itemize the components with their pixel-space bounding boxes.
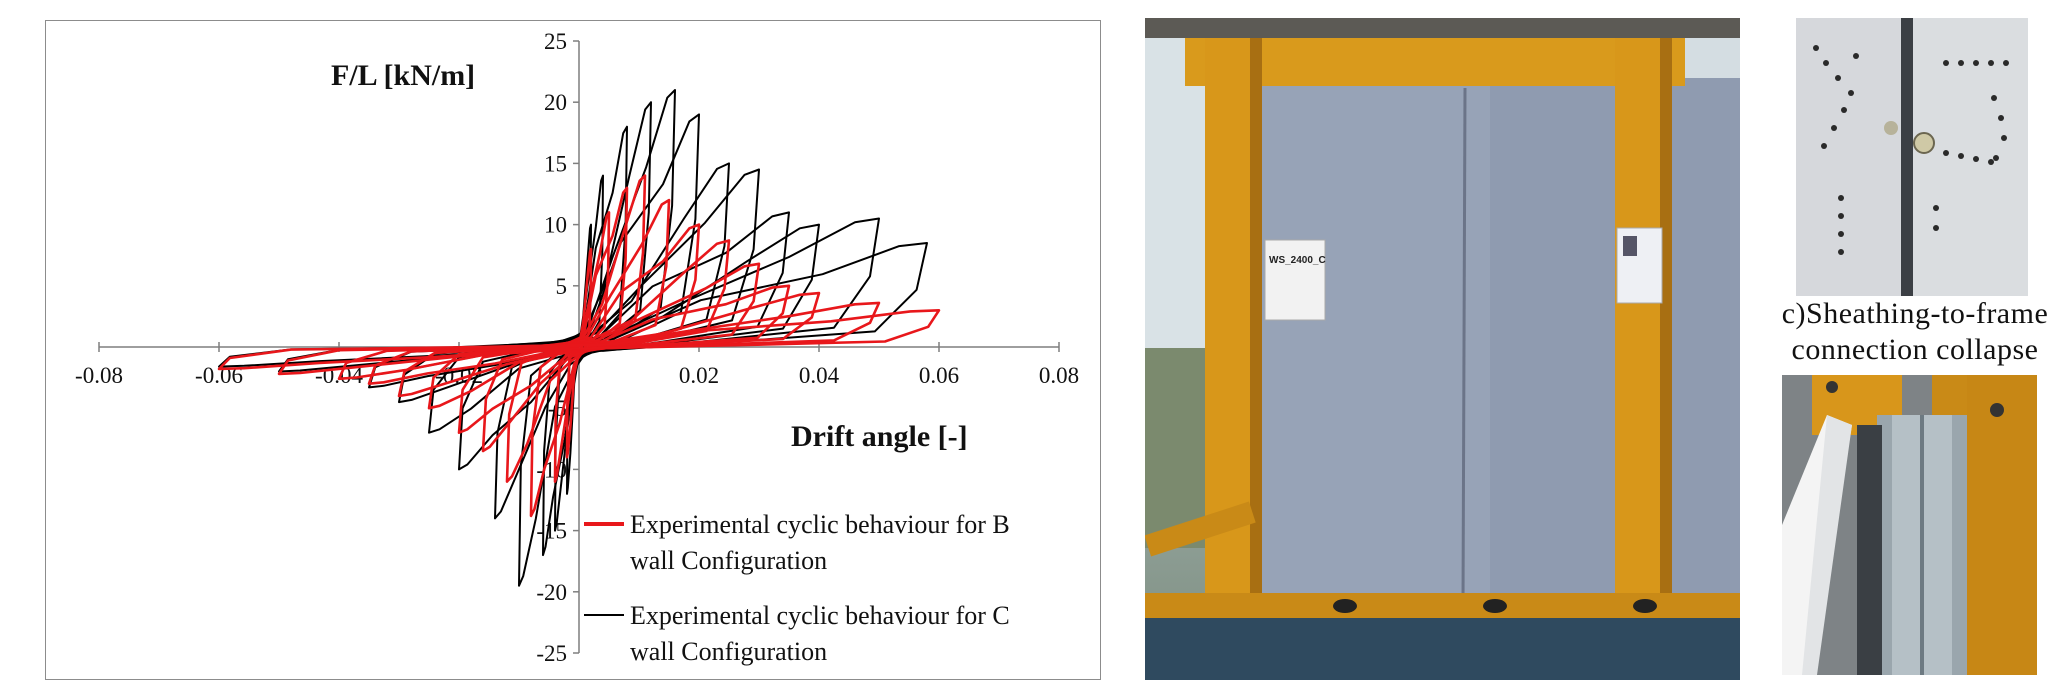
legend-label-b-line1: Experimental cyclic behaviour for B — [630, 510, 1010, 539]
y-tick-label: 10 — [544, 213, 567, 238]
legend-label-c-line1: Experimental cyclic behaviour for C — [630, 601, 1010, 630]
y-tick-label: 20 — [544, 90, 567, 115]
y-axis-title: F/L [kN/m] — [331, 59, 475, 92]
y-tick-label: 25 — [544, 29, 567, 54]
frame-damage-photo — [1782, 375, 2037, 675]
caption-line-2: connection collapse — [1791, 333, 2039, 366]
series-c-loop — [458, 113, 700, 471]
y-tick-label: -20 — [536, 580, 567, 605]
connection-closeup-illustration — [1796, 18, 2028, 296]
hysteresis-chart: -0.08 -0.06 -0.04 -0.02 0.02 0.04 0.06 0.08 25 20… — [45, 20, 1101, 680]
x-tick-label: 0.06 — [919, 363, 959, 388]
x-tick-label: -0.08 — [75, 363, 123, 388]
caption-connection-collapse: c)Sheathing-to-frame connection collapse — [1760, 296, 2070, 368]
series-b-loop — [505, 174, 647, 483]
specimen-tag-text: WS_2400_C — [1269, 255, 1326, 266]
wall-specimen-illustration: WS_2400_C — [1145, 18, 1740, 680]
legend-label-c-line2: wall Configuration — [630, 637, 827, 666]
hysteresis-chart-svg: -0.08 -0.06 -0.04 -0.02 0.02 0.04 0.06 0.082520… — [75, 29, 1079, 666]
axis-labels: F/L [kN/m] Drift angle [-] — [331, 59, 968, 453]
caption-line-1: c)Sheathing-to-frame — [1781, 297, 2049, 330]
frame-damage-illustration — [1782, 375, 2037, 675]
x-tick-label: 0.04 — [799, 363, 840, 388]
legend-label-b-line2: wall Configuration — [630, 546, 827, 575]
y-tick-label: -25 — [536, 641, 567, 666]
connection-closeup-photo — [1796, 18, 2028, 296]
y-tick-label: 5 — [556, 274, 568, 299]
y-tick-label: -15 — [536, 519, 567, 544]
x-axis-title: Drift angle [-] — [791, 420, 968, 453]
hysteresis-curves — [217, 89, 941, 587]
x-tick-label: 0.02 — [679, 363, 719, 388]
series-b-loop — [217, 309, 941, 371]
x-tick-label: 0.08 — [1039, 363, 1079, 388]
y-tick-label: 15 — [544, 151, 567, 176]
legend: Experimental cyclic behaviour for B wall… — [584, 510, 1010, 666]
wall-specimen-photo: WS_2400_C — [1145, 18, 1740, 680]
